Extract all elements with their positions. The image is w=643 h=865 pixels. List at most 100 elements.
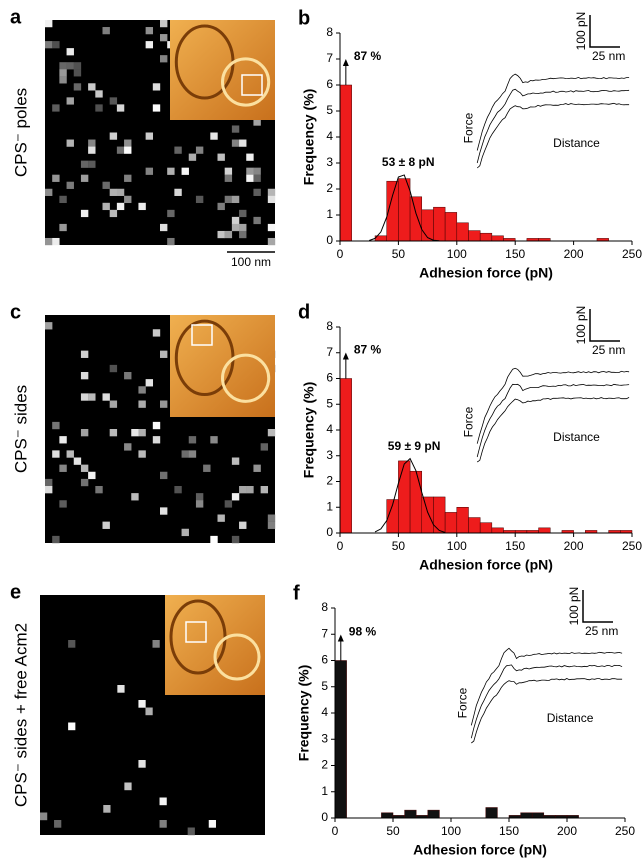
x-tick-label: 50 — [392, 539, 406, 553]
map-pixel — [45, 478, 53, 487]
map-pixel — [145, 132, 154, 140]
map-pixel — [102, 393, 110, 401]
map-pixel — [45, 237, 53, 246]
map-pixel — [224, 230, 233, 239]
map-pixel — [45, 20, 53, 28]
y-tick-label: 0 — [326, 525, 333, 539]
y-tick-label: 4 — [326, 422, 333, 436]
map-pixel — [167, 167, 175, 175]
map-pixel — [109, 188, 118, 196]
map-pixel — [73, 457, 82, 465]
panel-label: c — [10, 301, 21, 323]
map-pixel — [145, 707, 153, 716]
bar — [398, 178, 411, 242]
map-pixel — [95, 90, 103, 98]
map-label: CPS⁻ poles — [11, 88, 30, 177]
bar — [404, 809, 417, 819]
map-pixel — [231, 125, 240, 133]
map-pixel — [231, 223, 240, 232]
x-tick-label: 200 — [557, 824, 577, 838]
map-pixel — [210, 132, 218, 140]
force-label: Force — [455, 687, 469, 718]
map-pixel — [66, 48, 74, 56]
y-tick-label: 8 — [326, 319, 333, 333]
map-pixel — [52, 174, 60, 182]
map-pixel — [217, 514, 225, 522]
map-pixel — [102, 202, 110, 211]
force-curve — [476, 88, 630, 164]
map-pixel — [231, 457, 240, 465]
map-pixel — [124, 139, 132, 147]
scale-bars — [582, 590, 613, 623]
y-tick-label: 7 — [326, 51, 333, 65]
x-tick-label: 150 — [499, 824, 519, 838]
map-pixel — [66, 139, 74, 147]
first-bar-label: 87 % — [354, 49, 382, 63]
scale-bar-label: 100 nm — [231, 255, 271, 269]
map-pixel — [45, 188, 53, 196]
distance-label: Distance — [553, 136, 600, 150]
force-curve — [476, 397, 630, 463]
force-curve — [470, 647, 623, 726]
distance-scale-label: 25 nm — [592, 343, 625, 357]
map-pixel — [138, 386, 146, 394]
map-pixel — [73, 69, 82, 77]
map-pixel — [88, 471, 96, 480]
map-pixel — [109, 209, 118, 218]
map-pixel — [267, 188, 276, 196]
map-pixel — [109, 132, 118, 140]
map-pixel — [138, 400, 146, 408]
map-pixel — [59, 500, 67, 508]
map-pixel — [159, 797, 167, 806]
map-pixel — [195, 195, 204, 204]
map-pixel — [231, 493, 240, 501]
map-pixel — [124, 372, 132, 380]
map-pixel — [59, 195, 67, 204]
map-pixel — [95, 104, 103, 112]
map-pixel — [224, 174, 233, 182]
map-pixel — [152, 436, 161, 444]
map-pixel — [181, 167, 189, 175]
map-pixel — [52, 104, 60, 112]
bar — [444, 512, 458, 534]
distance-label: Distance — [553, 430, 600, 444]
x-tick-label: 100 — [447, 539, 467, 553]
map-pixel — [160, 55, 168, 63]
map-pixel — [188, 153, 197, 161]
bar — [456, 222, 469, 242]
map-pixel — [80, 393, 89, 401]
y-tick-label: 7 — [321, 626, 328, 640]
map-pixel — [45, 41, 53, 49]
force-scale-label: 100 pN — [567, 587, 581, 626]
y-tick-label: 4 — [321, 705, 328, 719]
map-pixel — [260, 443, 269, 451]
y-tick-label: 3 — [326, 155, 333, 169]
distance-scale-label: 25 nm — [592, 49, 625, 63]
x-tick-label: 250 — [622, 247, 642, 261]
map-pixel — [45, 322, 53, 330]
map-pixel — [195, 493, 204, 501]
bar — [468, 517, 481, 534]
y-tick-label: 1 — [326, 207, 333, 221]
y-tick-label: 8 — [321, 600, 328, 614]
map-pixel — [116, 188, 125, 196]
map-pixel — [66, 62, 74, 70]
force-scale-label: 100 pN — [574, 12, 588, 51]
map-pixel — [68, 722, 76, 731]
bar — [479, 232, 493, 242]
x-axis-title: Adhesion force (pN) — [413, 842, 547, 858]
map-pixel — [224, 500, 233, 508]
bar — [531, 812, 545, 819]
map-pixel — [40, 812, 48, 821]
map-pixel — [68, 640, 76, 648]
map-pixel — [160, 350, 168, 358]
y-tick-label: 0 — [321, 810, 328, 824]
map-pixel — [52, 450, 60, 458]
bar — [468, 230, 481, 242]
map-pixel — [246, 486, 254, 494]
y-tick-label: 6 — [321, 653, 328, 667]
cell-outline — [221, 353, 271, 403]
x-tick-label: 50 — [392, 247, 406, 261]
map-pixel — [267, 195, 276, 204]
cell-outline — [221, 57, 271, 107]
